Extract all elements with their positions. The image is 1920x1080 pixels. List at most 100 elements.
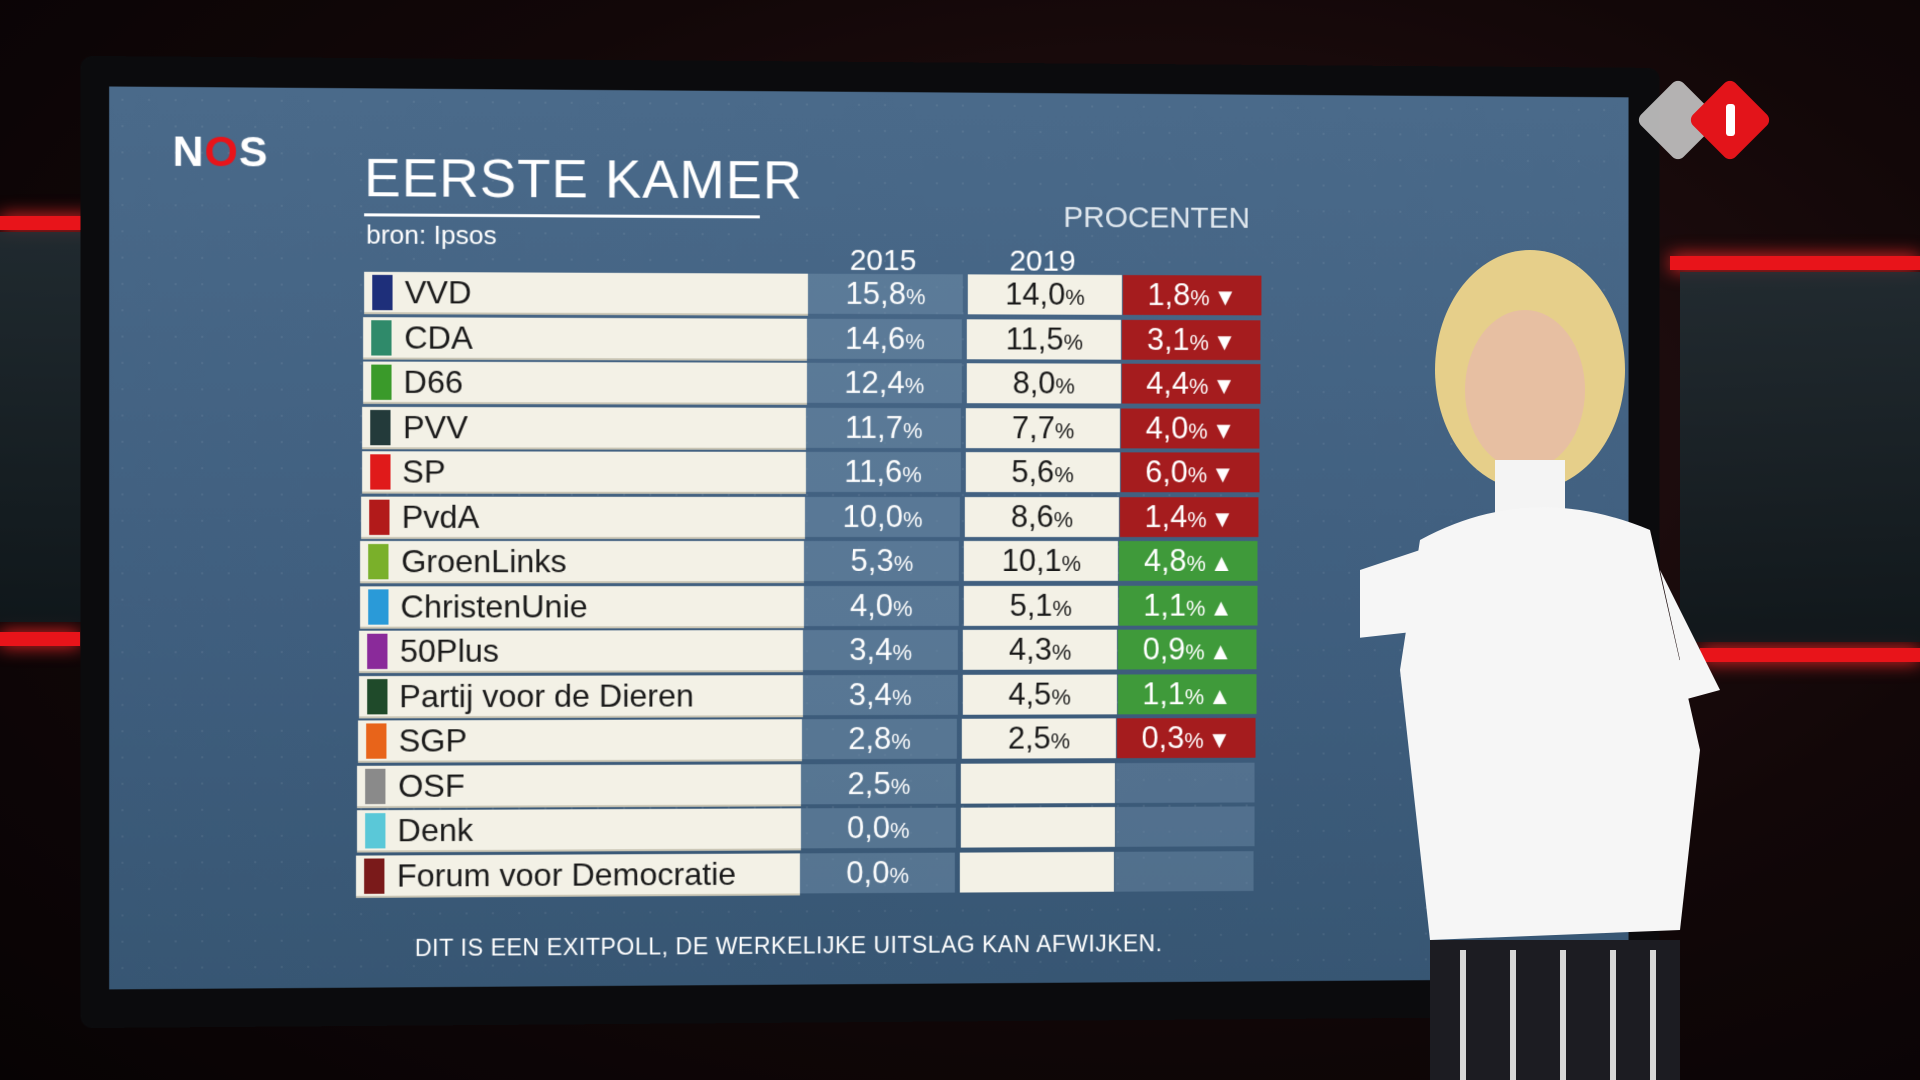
party-cell: Denk bbox=[357, 808, 801, 852]
value-2015: 2,5% bbox=[801, 763, 956, 804]
value-2015: 11,6% bbox=[806, 452, 961, 492]
party-row: Forum voor Democratie 0,0% bbox=[356, 851, 1257, 900]
party-name: 50Plus bbox=[400, 633, 499, 670]
party-color-swatch bbox=[370, 454, 390, 489]
value-2015: 3,4% bbox=[803, 674, 958, 714]
party-cell: SGP bbox=[358, 719, 802, 763]
up-arrow-icon: ▲ bbox=[1208, 683, 1231, 710]
change-value bbox=[1115, 851, 1254, 892]
change-value: 1,1% ▲ bbox=[1119, 585, 1258, 625]
down-arrow-icon: ▼ bbox=[1213, 284, 1236, 311]
value-2015: 4,0% bbox=[804, 585, 959, 625]
party-name: GroenLinks bbox=[401, 543, 567, 580]
value-2019: 4,5% bbox=[962, 674, 1116, 714]
party-color-swatch bbox=[372, 275, 392, 310]
party-row: SP 11,6% 5,6% 6,0% ▼ bbox=[362, 451, 1263, 497]
graphic-title: EERSTE KAMER bbox=[364, 147, 803, 212]
party-cell: CDA bbox=[364, 317, 808, 361]
party-name: D66 bbox=[404, 364, 464, 401]
change-value: 0,3% ▼ bbox=[1117, 718, 1256, 758]
value-2019: 8,6% bbox=[965, 497, 1119, 537]
change-value: 6,0% ▼ bbox=[1121, 452, 1260, 492]
party-name: PvdA bbox=[402, 498, 480, 535]
party-row: OSF 2,5% bbox=[357, 762, 1258, 810]
value-2015: 2,8% bbox=[802, 719, 957, 759]
down-arrow-icon: ▼ bbox=[1212, 373, 1235, 400]
party-row: Denk 0,0% bbox=[357, 806, 1258, 855]
party-row: PvdA 10,0% 8,6% 1,4% ▼ bbox=[361, 496, 1262, 541]
party-cell: 50Plus bbox=[359, 630, 803, 673]
change-value bbox=[1116, 762, 1255, 802]
party-cell: D66 bbox=[363, 362, 807, 405]
change-value: 1,4% ▼ bbox=[1120, 497, 1259, 537]
value-2015: 0,0% bbox=[801, 808, 956, 849]
change-value: 4,8% ▲ bbox=[1119, 541, 1258, 581]
change-value: 3,1% ▼ bbox=[1122, 319, 1261, 359]
party-row: CDA 14,6% 11,5% 3,1% ▼ bbox=[364, 317, 1265, 364]
party-color-swatch bbox=[371, 365, 391, 400]
party-row: SGP 2,8% 2,5% 0,3% ▼ bbox=[358, 718, 1259, 765]
party-cell: PVV bbox=[362, 406, 806, 449]
value-2019: 4,3% bbox=[963, 630, 1117, 670]
studio-glass-panel-left bbox=[0, 232, 85, 622]
change-value: 1,8% ▼ bbox=[1123, 275, 1262, 315]
party-cell: VVD bbox=[364, 272, 808, 316]
party-color-swatch bbox=[368, 589, 388, 624]
party-row: 50Plus 3,4% 4,3% 0,9% ▲ bbox=[359, 629, 1260, 675]
value-2019: 14,0% bbox=[968, 274, 1122, 315]
value-2015: 14,6% bbox=[807, 318, 962, 358]
up-arrow-icon: ▲ bbox=[1209, 638, 1232, 665]
change-value: 4,4% ▼ bbox=[1122, 364, 1261, 404]
value-2015: 11,7% bbox=[806, 407, 961, 447]
party-color-swatch bbox=[372, 320, 392, 355]
party-cell: ChristenUnie bbox=[360, 586, 804, 629]
party-color-swatch bbox=[367, 634, 387, 669]
party-row: PVV 11,7% 7,7% 4,0% ▼ bbox=[362, 406, 1263, 452]
change-value: 4,0% ▼ bbox=[1121, 408, 1260, 448]
npo-1-logo bbox=[1630, 80, 1780, 170]
value-2019: 5,6% bbox=[965, 452, 1119, 492]
disclaimer-footer: DIT IS EEN EXITPOLL, DE WERKELIJKE UITSL… bbox=[415, 929, 1315, 962]
down-arrow-icon: ▼ bbox=[1212, 417, 1235, 444]
party-cell: PvdA bbox=[361, 496, 805, 538]
party-cell: Partij voor de Dieren bbox=[359, 675, 803, 718]
party-name: VVD bbox=[405, 274, 472, 312]
value-2015: 12,4% bbox=[807, 363, 962, 403]
value-2015: 3,4% bbox=[803, 630, 958, 670]
party-color-swatch bbox=[370, 409, 390, 444]
title-underline bbox=[364, 213, 760, 218]
party-color-swatch bbox=[364, 858, 384, 893]
studio-light-bar-left-lower bbox=[0, 632, 80, 646]
unit-label: PROCENTEN bbox=[1063, 201, 1250, 236]
down-arrow-icon: ▼ bbox=[1211, 461, 1234, 488]
value-2015: 5,3% bbox=[804, 541, 959, 581]
value-2019: 2,5% bbox=[962, 718, 1116, 758]
party-name: CDA bbox=[404, 319, 472, 356]
nos-logo: NOS bbox=[173, 127, 269, 176]
change-value: 0,9% ▲ bbox=[1118, 629, 1257, 669]
value-2019 bbox=[961, 807, 1115, 848]
change-value: 1,1% ▲ bbox=[1118, 674, 1257, 714]
value-2015: 15,8% bbox=[808, 274, 963, 315]
graphic-source: bron: Ipsos bbox=[366, 219, 496, 251]
value-2019: 10,1% bbox=[964, 541, 1118, 581]
party-color-swatch bbox=[366, 768, 386, 803]
down-arrow-icon: ▼ bbox=[1208, 727, 1231, 754]
party-name: Partij voor de Dieren bbox=[399, 677, 694, 715]
party-color-swatch bbox=[369, 544, 389, 579]
party-name: Forum voor Democratie bbox=[397, 855, 736, 894]
value-2019: 11,5% bbox=[967, 319, 1121, 359]
party-name: Denk bbox=[397, 812, 473, 850]
party-color-swatch bbox=[369, 499, 389, 534]
up-arrow-icon: ▲ bbox=[1209, 594, 1232, 621]
value-2019: 7,7% bbox=[966, 408, 1120, 448]
party-cell: SP bbox=[362, 451, 806, 494]
change-value bbox=[1116, 806, 1255, 846]
party-name: PVV bbox=[403, 408, 468, 445]
party-row: D66 12,4% 8,0% 4,4% ▼ bbox=[363, 362, 1264, 409]
party-row: ChristenUnie 4,0% 5,1% 1,1% ▲ bbox=[360, 585, 1261, 630]
party-name: SGP bbox=[399, 722, 467, 759]
party-row: GroenLinks 5,3% 10,1% 4,8% ▲ bbox=[360, 541, 1261, 586]
party-color-swatch bbox=[367, 679, 387, 714]
value-2019: 5,1% bbox=[964, 585, 1118, 625]
